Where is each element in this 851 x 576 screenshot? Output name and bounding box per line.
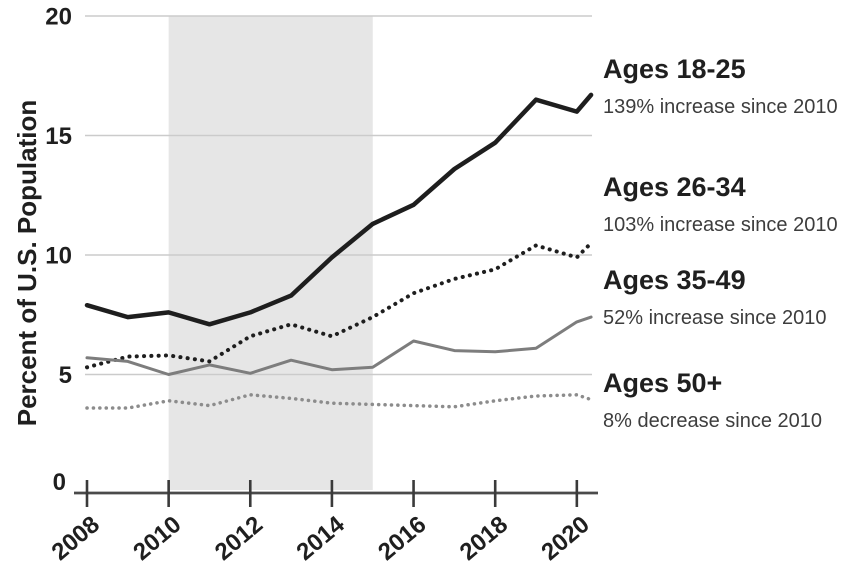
x-tick-label-2014: 2014 bbox=[292, 510, 351, 565]
x-tick-label-2016: 2016 bbox=[373, 511, 431, 566]
x-tick-label-2012: 2012 bbox=[210, 511, 268, 566]
legend-entry-ages-35-49: Ages 35-49 52% increase since 2010 bbox=[603, 265, 851, 329]
legend-label: Ages 18-25 bbox=[603, 54, 746, 84]
legend-annotation: 139% increase since 2010 bbox=[603, 96, 838, 118]
shaded-band-2010-2015 bbox=[168, 16, 373, 490]
y-tick-label-0: 0 bbox=[53, 469, 66, 496]
legend-annotation: 8% decrease since 2010 bbox=[603, 410, 823, 432]
series-line-ages-50plus bbox=[85, 393, 593, 410]
series-line-ages-18-25 bbox=[84, 92, 594, 327]
x-axis-labels: 2008 2010 2012 2014 2016 2018 2020 bbox=[47, 510, 595, 565]
x-axis-ticks bbox=[85, 480, 579, 507]
x-tick-label-2010: 2010 bbox=[128, 511, 186, 566]
y-tick-label-5: 5 bbox=[59, 362, 72, 389]
legend-entry-ages-18-25: Ages 18-25 139% increase since 2010 bbox=[603, 54, 851, 118]
x-tick-label-2020: 2020 bbox=[536, 511, 594, 566]
y-axis-title: Percent of U.S. Population bbox=[12, 99, 42, 427]
y-tick-label-20: 20 bbox=[45, 4, 72, 31]
legend-label: Ages 26-34 bbox=[603, 172, 746, 202]
series-line-ages-26-34 bbox=[85, 241, 594, 370]
x-tick-label-2008: 2008 bbox=[47, 511, 105, 566]
x-tick-label-2018: 2018 bbox=[455, 511, 513, 566]
legend-label: Ages 50+ bbox=[603, 368, 723, 398]
legend-annotation: 103% increase since 2010 bbox=[603, 214, 838, 236]
y-tick-label-15: 15 bbox=[45, 123, 72, 150]
y-tick-label-10: 10 bbox=[45, 243, 72, 270]
series-line-ages-35-49 bbox=[85, 315, 593, 376]
legend-entry-ages-50plus: Ages 50+ 8% decrease since 2010 bbox=[603, 368, 851, 432]
legend-entry-ages-26-34: Ages 26-34 103% increase since 2010 bbox=[603, 172, 851, 236]
legend-annotation: 52% increase since 2010 bbox=[603, 307, 827, 329]
y-axis-labels: 0 5 10 15 20 bbox=[45, 4, 72, 497]
legend-label: Ages 35-49 bbox=[603, 265, 746, 295]
